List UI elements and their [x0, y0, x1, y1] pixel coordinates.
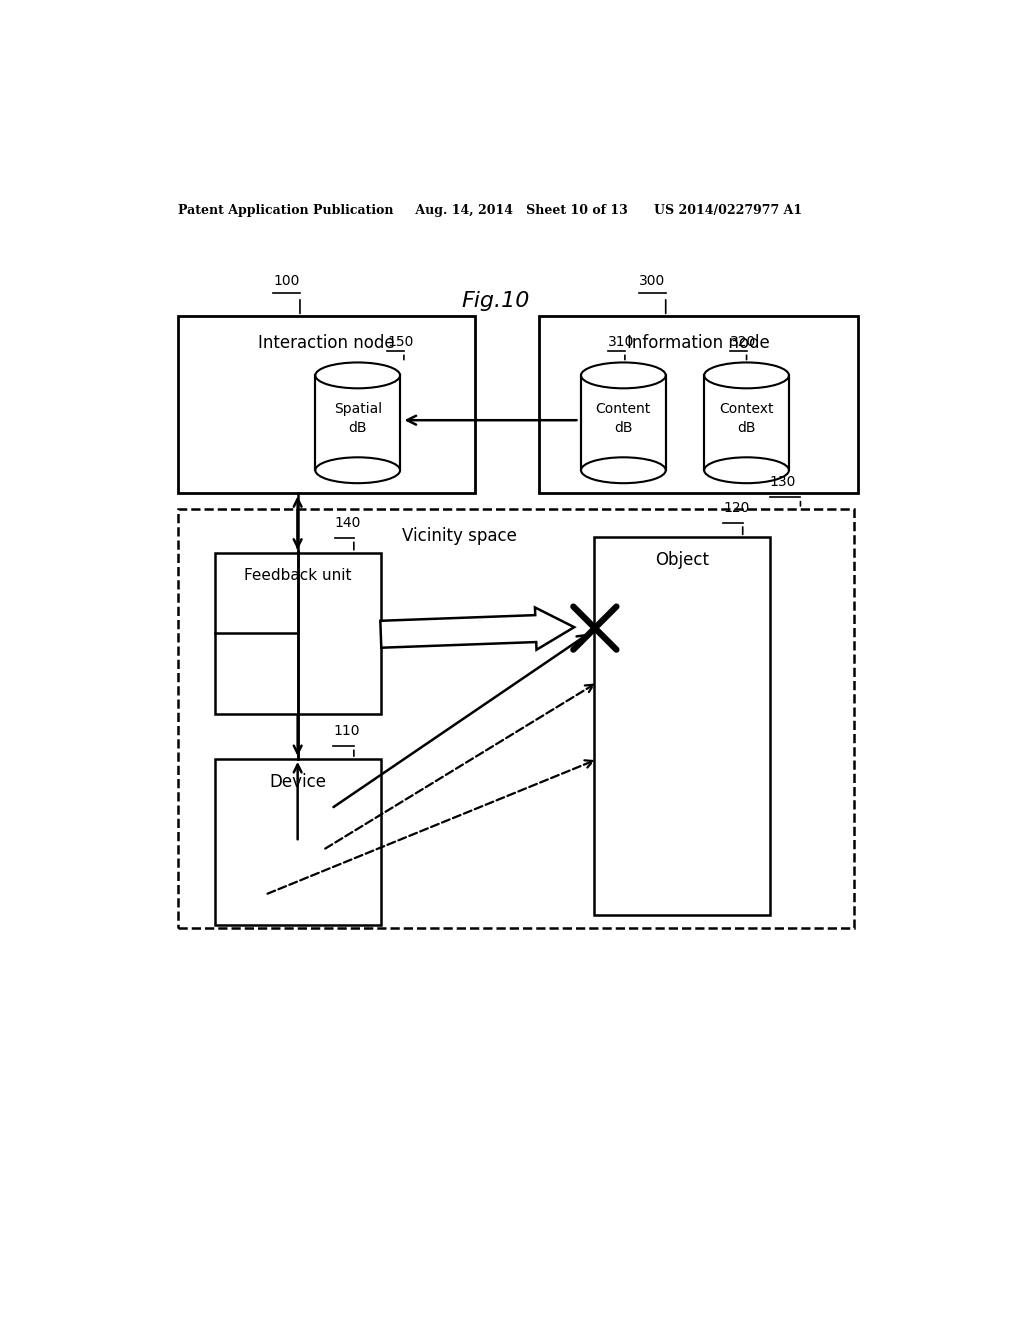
Bar — [539, 317, 858, 494]
Text: Vicinity space: Vicinity space — [401, 527, 516, 545]
Ellipse shape — [705, 363, 788, 388]
Bar — [315, 375, 399, 470]
Text: 130: 130 — [770, 475, 796, 490]
Text: 110: 110 — [333, 725, 359, 738]
Ellipse shape — [581, 457, 666, 483]
Bar — [594, 537, 770, 915]
Text: Patent Application Publication     Aug. 14, 2014   Sheet 10 of 13      US 2014/0: Patent Application Publication Aug. 14, … — [178, 205, 803, 218]
Bar — [581, 375, 666, 470]
Text: 100: 100 — [273, 273, 299, 288]
Text: Fig.10: Fig.10 — [462, 290, 530, 310]
Text: 120: 120 — [724, 500, 750, 515]
Text: Feedback unit: Feedback unit — [245, 568, 352, 583]
Bar — [582, 375, 666, 470]
Text: Spatial
dB: Spatial dB — [334, 401, 382, 436]
Text: Device: Device — [269, 774, 327, 791]
Bar — [315, 375, 400, 470]
Text: 140: 140 — [335, 516, 361, 531]
Ellipse shape — [315, 363, 400, 388]
Text: Context
dB: Context dB — [719, 401, 774, 436]
Text: 300: 300 — [639, 273, 665, 288]
Bar — [705, 375, 788, 470]
Text: 310: 310 — [608, 335, 634, 350]
Bar — [178, 317, 475, 494]
Text: Information node: Information node — [627, 334, 770, 352]
FancyArrow shape — [380, 607, 574, 649]
Bar — [215, 553, 381, 714]
Ellipse shape — [581, 363, 666, 388]
Ellipse shape — [705, 457, 788, 483]
Bar — [178, 508, 854, 928]
Ellipse shape — [315, 457, 400, 483]
Text: Object: Object — [655, 552, 709, 569]
Text: 320: 320 — [730, 335, 756, 350]
Text: Content
dB: Content dB — [596, 401, 651, 436]
Text: Interaction node: Interaction node — [258, 334, 395, 352]
Text: 150: 150 — [387, 335, 414, 350]
Bar — [705, 375, 788, 470]
Bar — [215, 759, 381, 924]
